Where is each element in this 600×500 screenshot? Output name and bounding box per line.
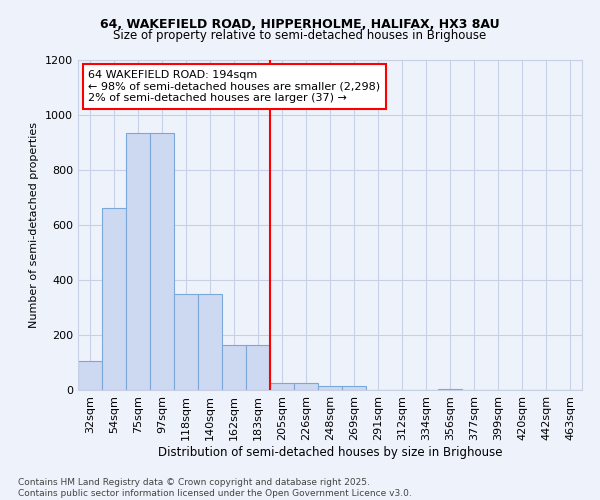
Bar (270, 383, 294, 390)
Bar (198, 294, 222, 390)
Bar (126, 133, 150, 390)
Bar (150, 133, 174, 390)
Y-axis label: Number of semi-detached properties: Number of semi-detached properties (29, 122, 40, 328)
Bar (222, 344, 246, 390)
Bar (318, 386, 342, 390)
Text: Contains HM Land Registry data © Crown copyright and database right 2025.
Contai: Contains HM Land Registry data © Crown c… (18, 478, 412, 498)
Text: 64 WAKEFIELD ROAD: 194sqm
← 98% of semi-detached houses are smaller (2,298)
2% o: 64 WAKEFIELD ROAD: 194sqm ← 98% of semi-… (88, 70, 380, 103)
X-axis label: Distribution of semi-detached houses by size in Brighouse: Distribution of semi-detached houses by … (158, 446, 502, 458)
Text: 64, WAKEFIELD ROAD, HIPPERHOLME, HALIFAX, HX3 8AU: 64, WAKEFIELD ROAD, HIPPERHOLME, HALIFAX… (100, 18, 500, 30)
Bar (78, 361, 102, 390)
Bar (246, 344, 270, 390)
Bar (438, 388, 462, 390)
Bar (342, 386, 366, 390)
Bar (102, 208, 126, 390)
Bar (294, 383, 318, 390)
Text: Size of property relative to semi-detached houses in Brighouse: Size of property relative to semi-detach… (113, 29, 487, 42)
Bar (174, 294, 198, 390)
